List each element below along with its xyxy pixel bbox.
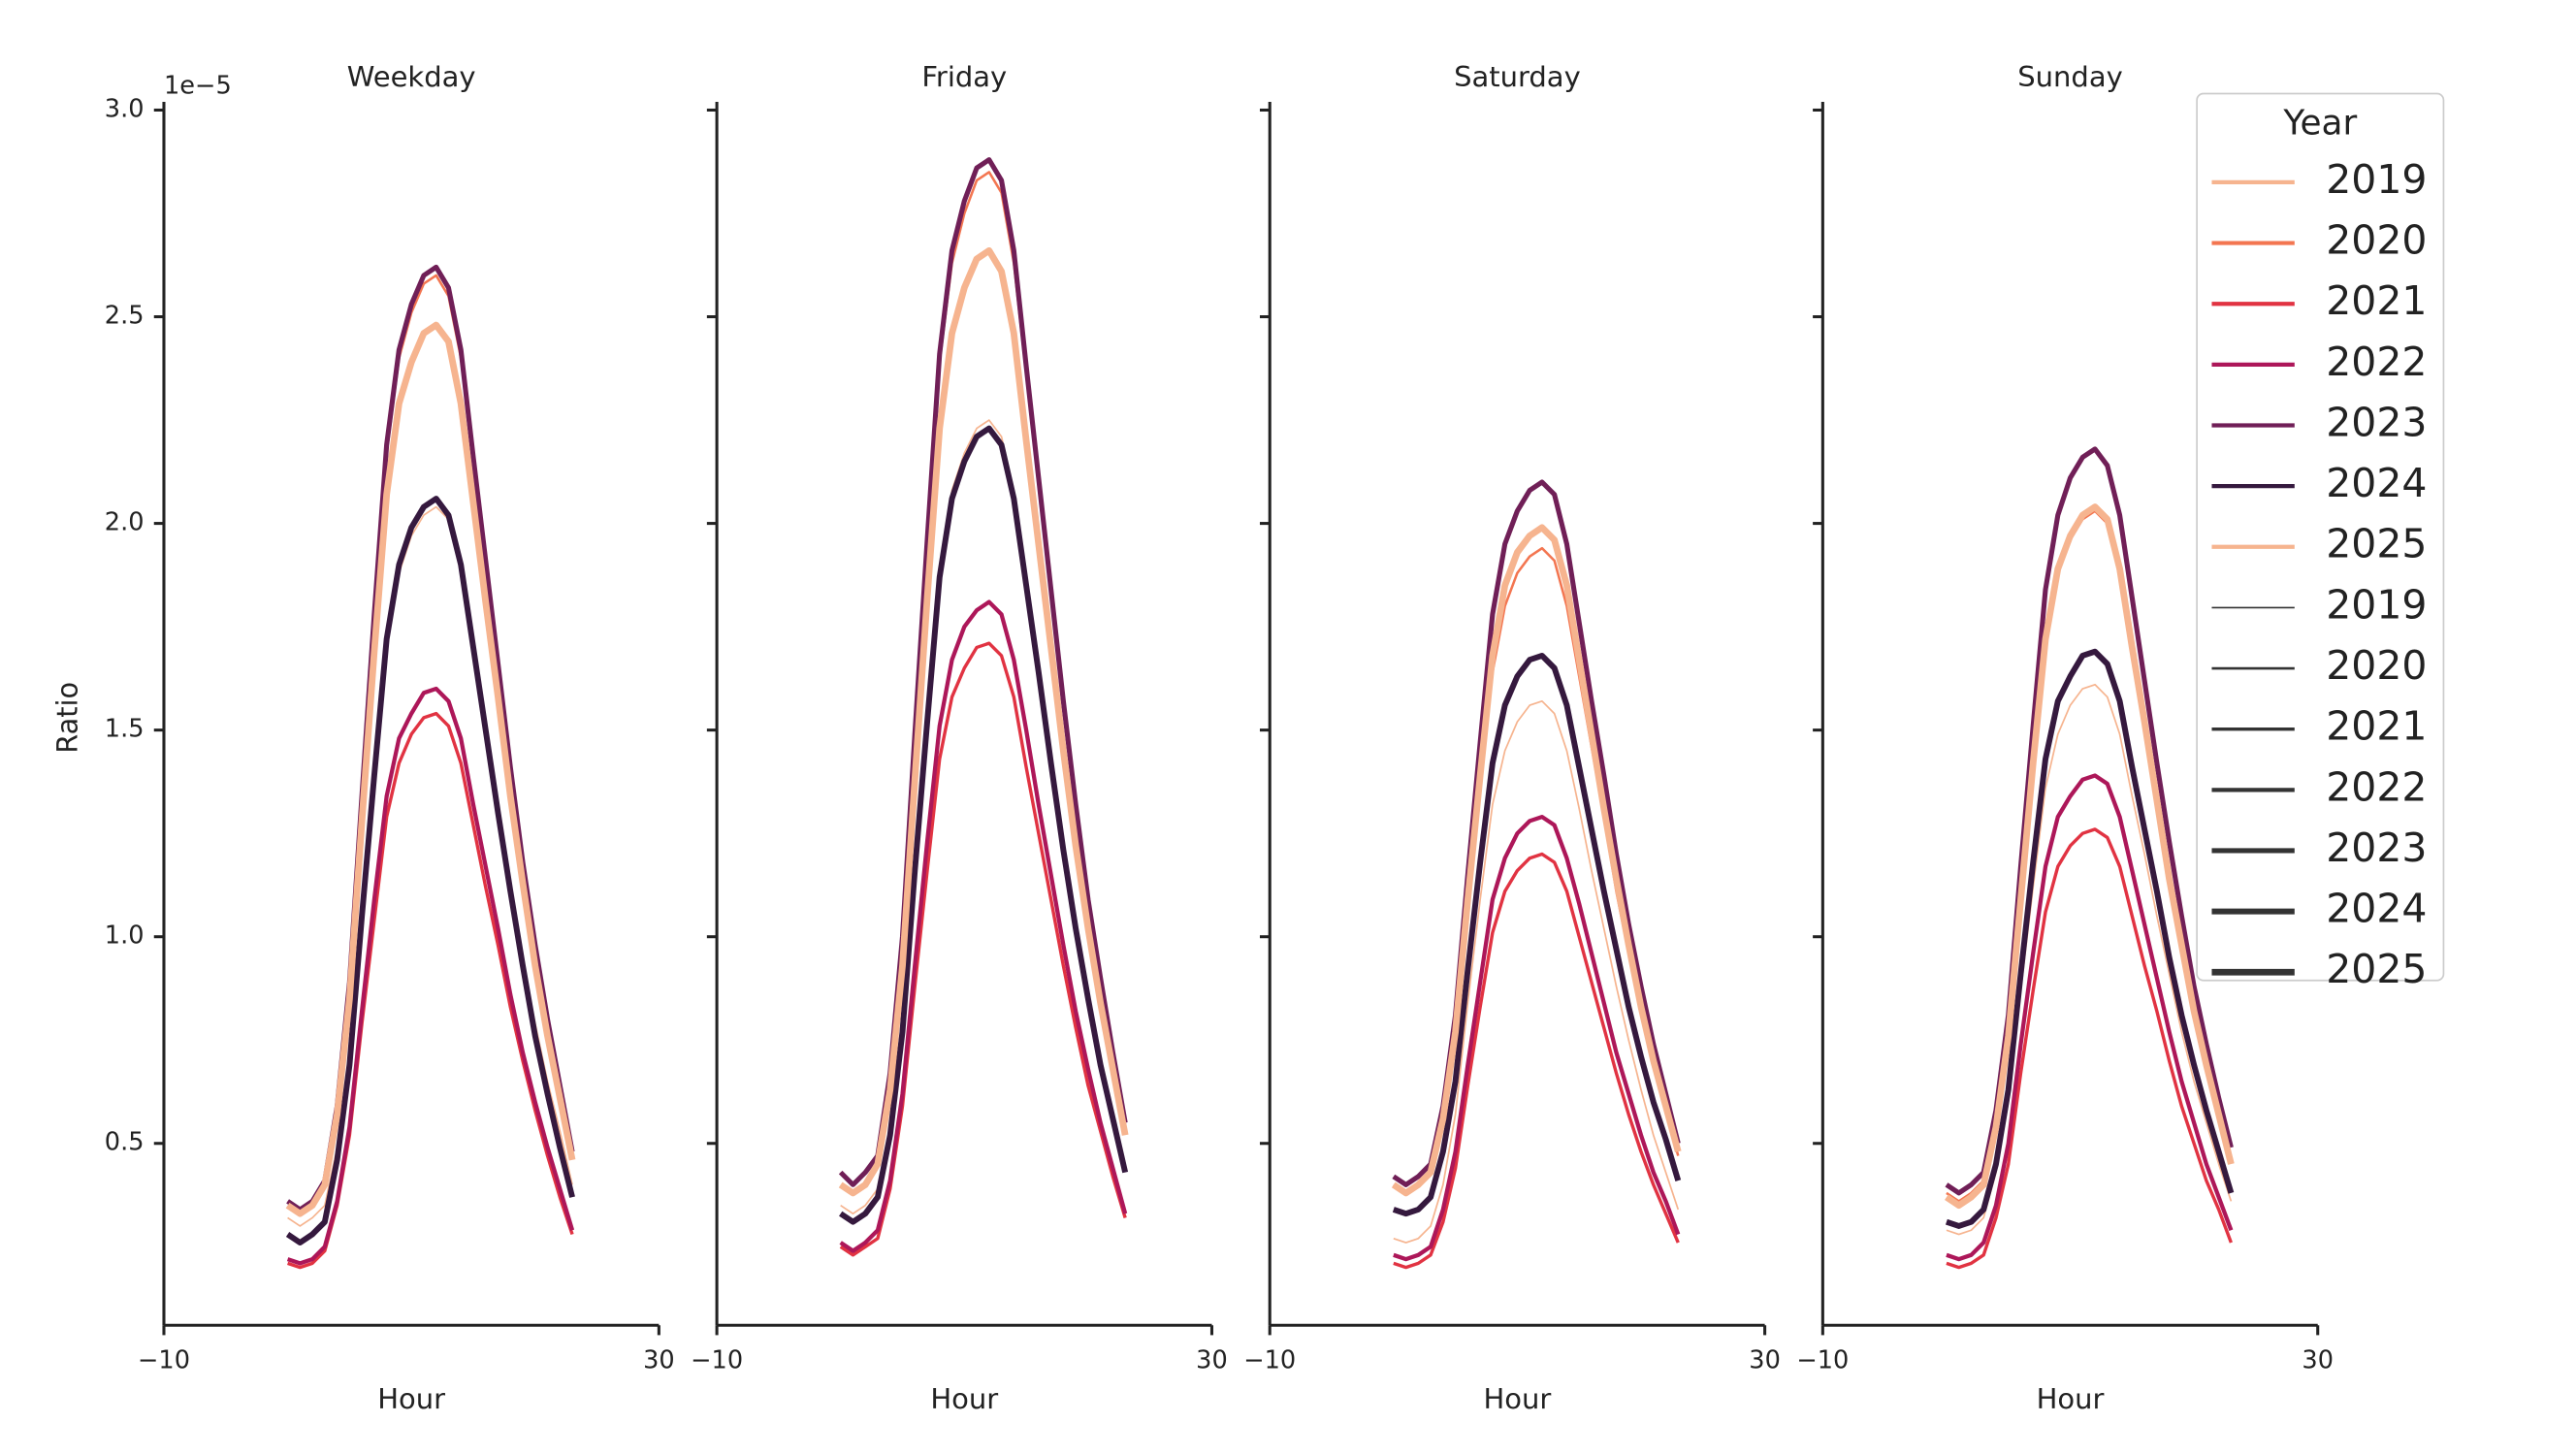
data-line [1393, 852, 1680, 1270]
legend-label: 2019 [2326, 582, 2427, 629]
panel-title: Friday [921, 60, 1007, 93]
y-axis-label: Ratio [51, 682, 84, 754]
x-axis-label: Hour [377, 1382, 445, 1415]
legend-label: 2022 [2326, 339, 2427, 385]
y-tick-label: 2.0 [105, 508, 145, 537]
legend-box [2196, 92, 2445, 982]
data-line [1391, 524, 1682, 1197]
x-axis-label: Hour [930, 1382, 998, 1415]
x-axis-label: Hour [1483, 1382, 1551, 1415]
panel-title: Sunday [2017, 60, 2122, 93]
data-line [839, 599, 1128, 1253]
data-line [1392, 652, 1682, 1217]
data-line [1946, 773, 2234, 1262]
y-tick-label: 1.5 [105, 715, 145, 744]
data-line [286, 686, 575, 1266]
legend-label: 2019 [2326, 156, 2427, 203]
data-line [840, 419, 1126, 1215]
legend-label: 2021 [2326, 277, 2427, 324]
data-line [1945, 648, 2235, 1229]
x-tick-label: −10 [138, 1346, 190, 1375]
x-tick-label: 30 [1196, 1346, 1228, 1375]
data-line [285, 496, 575, 1245]
y-tick-label: 3.0 [105, 95, 145, 124]
data-line [286, 274, 574, 1212]
data-line [1946, 827, 2233, 1270]
y-tick-label: 0.5 [105, 1128, 145, 1157]
data-line [1393, 699, 1680, 1244]
x-tick-label: −10 [691, 1346, 743, 1375]
legend-label: 2025 [2326, 521, 2427, 567]
data-line [1392, 479, 1681, 1187]
legend-label: 2024 [2326, 460, 2427, 506]
x-tick-label: 30 [2302, 1346, 2334, 1375]
y-tick-label: 2.5 [105, 302, 145, 331]
legend-label: 2024 [2326, 886, 2427, 932]
legend-label: 2023 [2326, 400, 2427, 446]
legend-label: 2020 [2326, 217, 2427, 264]
legend-label: 2023 [2326, 824, 2427, 871]
legend-label: 2022 [2326, 763, 2427, 810]
legend-label: 2021 [2326, 703, 2427, 750]
legend-title: Year [2282, 104, 2357, 144]
data-line [1393, 815, 1681, 1262]
x-tick-label: −10 [1796, 1346, 1849, 1375]
x-tick-label: 30 [1749, 1346, 1781, 1375]
data-line [1945, 446, 2234, 1196]
offset-label: 1e−5 [164, 72, 232, 101]
x-tick-label: −10 [1243, 1346, 1296, 1375]
panel-title: Weekday [347, 60, 476, 93]
data-line [838, 157, 1128, 1187]
data-line [1393, 546, 1680, 1195]
data-line [286, 264, 575, 1212]
panel-title: Saturday [1454, 60, 1581, 93]
legend-label: 2025 [2326, 946, 2427, 992]
data-line [1945, 503, 2235, 1210]
data-line [838, 246, 1129, 1197]
data-line [285, 321, 576, 1217]
y-tick-label: 1.0 [105, 922, 145, 951]
data-line [839, 425, 1129, 1225]
x-tick-label: 30 [643, 1346, 675, 1375]
legend-label: 2020 [2326, 642, 2427, 689]
data-line [839, 171, 1127, 1186]
x-axis-label: Hour [2037, 1382, 2105, 1415]
data-line [287, 505, 573, 1227]
